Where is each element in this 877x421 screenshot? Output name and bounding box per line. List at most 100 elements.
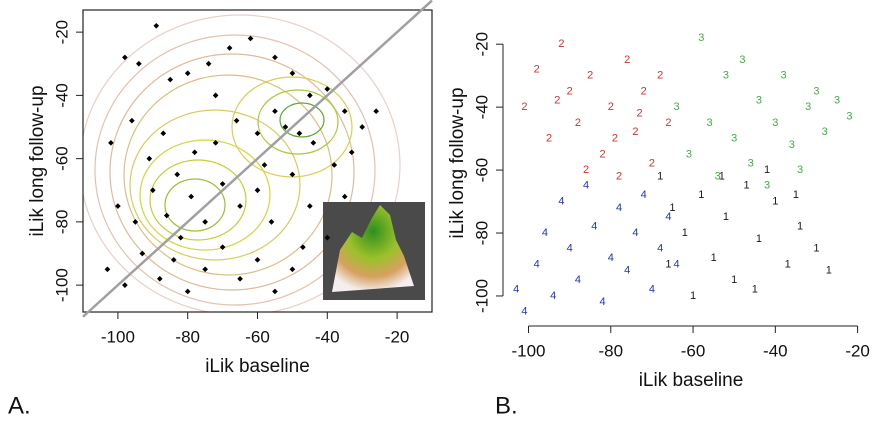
point (136, 60, 142, 67)
point-label: 3 (822, 126, 828, 138)
point (219, 181, 226, 187)
point-label: 4 (674, 258, 680, 270)
point (132, 219, 139, 225)
point (261, 162, 268, 168)
point (254, 256, 261, 263)
point (160, 130, 167, 137)
point-label: 4 (513, 284, 519, 296)
y-tick-label: -80 (52, 210, 71, 235)
point (341, 108, 348, 115)
point (104, 266, 111, 273)
x-tick-label: -80 (175, 327, 200, 346)
x-tick-label: -80 (598, 341, 623, 360)
point-label: 4 (624, 265, 630, 277)
point-label: 2 (546, 133, 552, 145)
x-tick-label: -20 (385, 327, 410, 346)
point-label: 2 (624, 54, 630, 66)
point (359, 124, 366, 130)
y-tick-label: -100 (52, 268, 71, 302)
point-label: 4 (599, 296, 605, 308)
point (331, 162, 338, 168)
point-label: 1 (826, 265, 832, 277)
point (296, 130, 303, 137)
point (237, 203, 243, 209)
point (177, 234, 184, 241)
y-tick-label: -20 (472, 32, 491, 57)
point-label: 2 (637, 107, 643, 119)
y-tick-label: -40 (472, 95, 491, 120)
point (146, 155, 153, 162)
point (272, 54, 278, 61)
point-label: 2 (665, 117, 671, 129)
point (324, 234, 331, 241)
point-label: 3 (748, 158, 754, 170)
point-label: 1 (698, 189, 704, 201)
point (272, 108, 278, 115)
point-label: 3 (789, 139, 795, 151)
point-label: 1 (682, 227, 688, 239)
x-tick-label: -40 (763, 341, 788, 360)
point-label: 1 (690, 290, 696, 302)
point (237, 275, 243, 282)
point-label: 1 (764, 164, 770, 176)
point (191, 149, 198, 156)
point-label: 2 (649, 158, 655, 170)
y-tick-label: -80 (472, 221, 491, 246)
point-label: 2 (534, 63, 540, 75)
panel-label: A. (8, 392, 31, 419)
point-label: 2 (608, 101, 614, 113)
point (149, 187, 156, 194)
point-label: 1 (731, 274, 737, 286)
point (219, 244, 226, 251)
point-label: 1 (657, 170, 663, 182)
point (139, 250, 146, 257)
point (205, 60, 212, 67)
point (310, 139, 317, 146)
point-label: 3 (723, 70, 729, 82)
identity-line (82, 0, 433, 318)
point-label: 3 (780, 70, 786, 82)
point-label: 2 (583, 164, 589, 176)
point-label: 2 (521, 101, 527, 113)
point (282, 124, 289, 130)
point (254, 130, 261, 137)
point (202, 219, 208, 225)
point (202, 266, 208, 273)
x-tick-label: -60 (245, 327, 270, 346)
point-label: 3 (731, 133, 737, 145)
point (156, 275, 163, 282)
point-label: 2 (567, 85, 573, 97)
point-label: 4 (649, 284, 655, 296)
point-label: 1 (785, 258, 791, 270)
point-label: 1 (669, 202, 675, 214)
point-label: 3 (686, 148, 692, 160)
point-label: 4 (567, 243, 573, 255)
point-label: 1 (665, 258, 671, 270)
point (170, 256, 177, 263)
point (324, 86, 331, 92)
point-label: 1 (772, 195, 778, 207)
point-label: 3 (764, 180, 770, 192)
point (289, 171, 296, 178)
density-contours (83, 14, 401, 312)
point-label: 2 (587, 70, 593, 82)
x-tick-label: -40 (315, 327, 340, 346)
y-axis-label: iLik long follow-up (447, 87, 468, 238)
point (289, 266, 296, 273)
point-label: 2 (657, 70, 663, 82)
point-label: 4 (550, 290, 556, 302)
point (348, 149, 355, 156)
point-label: 3 (834, 95, 840, 107)
point (226, 45, 233, 51)
point (300, 244, 306, 251)
y-tick-label: -60 (472, 158, 491, 183)
point-label: 2 (554, 95, 560, 107)
x-tick-label: -60 (681, 341, 706, 360)
point (233, 117, 240, 124)
point-label: 4 (542, 227, 548, 239)
point-label: 3 (813, 85, 819, 97)
point-label: 2 (632, 126, 638, 138)
point-label: 4 (616, 202, 622, 214)
point-label: 4 (608, 252, 614, 264)
y-axis-label: iLik long follow-up (27, 85, 48, 236)
